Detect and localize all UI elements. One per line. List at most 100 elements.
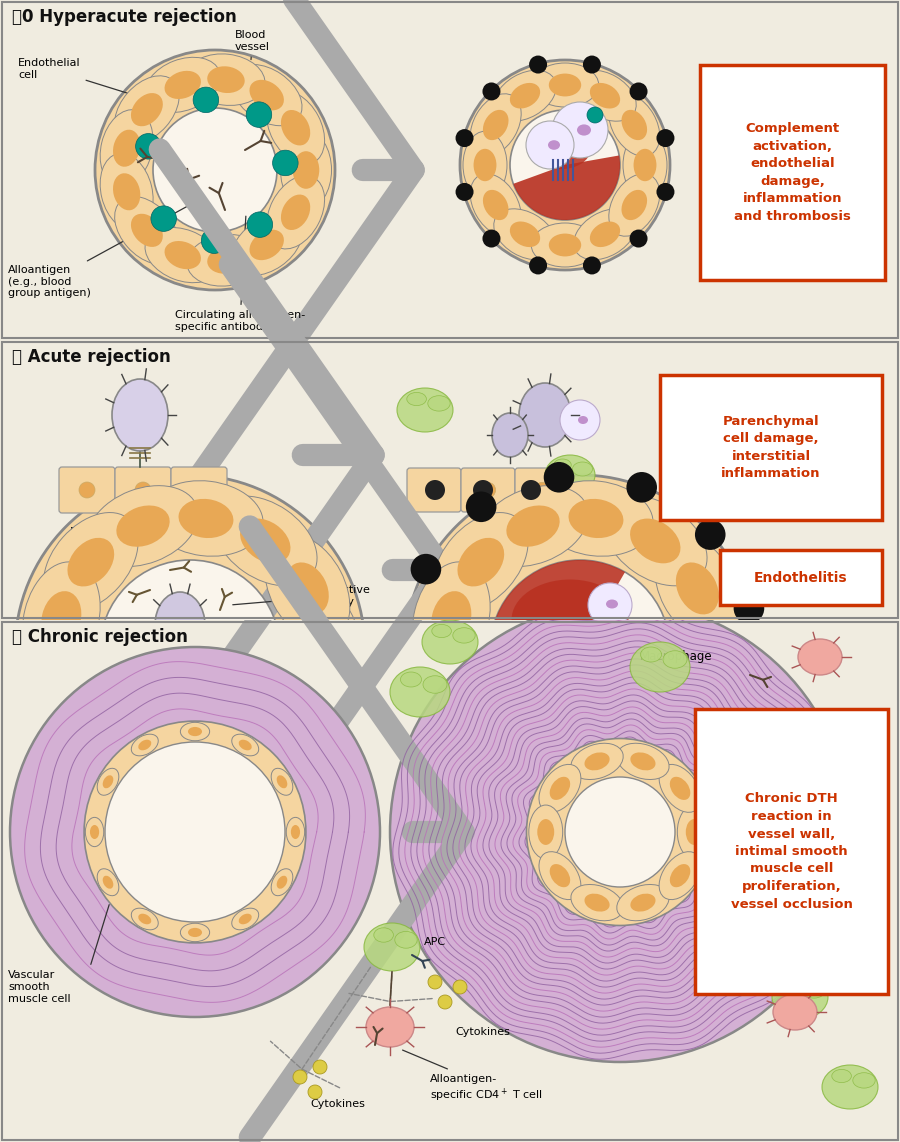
Ellipse shape (531, 223, 598, 267)
FancyBboxPatch shape (407, 468, 461, 512)
Text: APC: APC (424, 936, 446, 947)
Circle shape (482, 82, 500, 100)
FancyBboxPatch shape (115, 467, 171, 513)
Ellipse shape (550, 777, 571, 799)
Ellipse shape (457, 714, 504, 762)
Ellipse shape (622, 110, 647, 140)
Circle shape (656, 129, 674, 147)
FancyBboxPatch shape (720, 550, 882, 605)
Text: Endothelitis: Endothelitis (754, 571, 848, 585)
Ellipse shape (364, 923, 420, 971)
Ellipse shape (655, 658, 740, 765)
Ellipse shape (782, 980, 801, 992)
Ellipse shape (281, 131, 331, 209)
Ellipse shape (539, 852, 580, 900)
Circle shape (695, 750, 725, 781)
Circle shape (194, 87, 219, 113)
Ellipse shape (271, 869, 292, 895)
Ellipse shape (574, 209, 636, 259)
Ellipse shape (537, 819, 554, 845)
Circle shape (695, 520, 725, 550)
Circle shape (481, 482, 496, 498)
Circle shape (583, 257, 601, 274)
Ellipse shape (271, 769, 292, 795)
Circle shape (482, 230, 500, 248)
Ellipse shape (265, 534, 350, 642)
Ellipse shape (772, 975, 828, 1019)
Ellipse shape (286, 562, 328, 614)
Ellipse shape (97, 869, 119, 895)
Ellipse shape (798, 640, 842, 675)
Ellipse shape (622, 190, 647, 220)
Ellipse shape (608, 174, 660, 236)
Circle shape (427, 482, 442, 498)
Ellipse shape (366, 1007, 414, 1047)
Ellipse shape (676, 562, 719, 614)
Ellipse shape (291, 825, 300, 839)
FancyBboxPatch shape (171, 467, 227, 513)
Ellipse shape (207, 247, 245, 274)
Ellipse shape (397, 388, 453, 432)
Circle shape (473, 480, 493, 500)
Ellipse shape (630, 518, 680, 563)
Ellipse shape (630, 894, 655, 911)
Circle shape (466, 491, 497, 522)
Ellipse shape (616, 743, 669, 780)
Text: Alloantigen-
specific CD4$^+$ T cell: Alloantigen- specific CD4$^+$ T cell (430, 1073, 543, 1103)
Ellipse shape (670, 777, 690, 799)
Ellipse shape (545, 455, 595, 494)
Ellipse shape (139, 740, 151, 750)
Ellipse shape (578, 416, 588, 424)
Ellipse shape (539, 764, 580, 812)
Ellipse shape (303, 622, 342, 677)
Ellipse shape (130, 214, 163, 247)
Ellipse shape (249, 230, 284, 260)
Ellipse shape (187, 234, 265, 287)
Ellipse shape (431, 592, 472, 645)
Ellipse shape (292, 151, 320, 188)
Ellipse shape (457, 538, 504, 587)
Ellipse shape (531, 63, 598, 107)
Circle shape (629, 230, 647, 248)
Ellipse shape (678, 805, 711, 859)
Ellipse shape (187, 54, 265, 105)
Ellipse shape (428, 395, 450, 411)
Ellipse shape (473, 148, 497, 182)
Text: ⑃ Chronic rejection: ⑃ Chronic rejection (12, 628, 188, 646)
Ellipse shape (608, 94, 660, 156)
Ellipse shape (670, 864, 690, 887)
Text: Parenchymal cells: Parenchymal cells (69, 526, 170, 537)
Circle shape (587, 107, 603, 123)
Wedge shape (513, 155, 620, 220)
Circle shape (293, 1070, 307, 1084)
Ellipse shape (509, 222, 540, 247)
Text: Chronic DTH
reaction in
vessel wall,
intimal smooth
muscle cell
proliferation,
v: Chronic DTH reaction in vessel wall, int… (731, 793, 852, 910)
Ellipse shape (478, 485, 589, 566)
Circle shape (455, 183, 473, 201)
Circle shape (460, 61, 670, 270)
Ellipse shape (100, 110, 153, 187)
Ellipse shape (604, 496, 707, 586)
Circle shape (15, 475, 365, 825)
Ellipse shape (676, 685, 719, 738)
Ellipse shape (675, 593, 750, 707)
Circle shape (410, 716, 441, 746)
Ellipse shape (507, 754, 560, 795)
Ellipse shape (584, 753, 609, 771)
Ellipse shape (659, 852, 701, 900)
Ellipse shape (453, 628, 475, 643)
Circle shape (105, 742, 285, 922)
Ellipse shape (265, 658, 350, 765)
Ellipse shape (616, 885, 669, 920)
Ellipse shape (519, 383, 571, 447)
Ellipse shape (231, 734, 258, 756)
Ellipse shape (494, 71, 556, 121)
Ellipse shape (511, 579, 628, 660)
Ellipse shape (231, 215, 302, 275)
Ellipse shape (471, 174, 521, 236)
Ellipse shape (266, 176, 325, 249)
Ellipse shape (571, 743, 623, 780)
Ellipse shape (463, 131, 507, 199)
Ellipse shape (188, 927, 202, 938)
Circle shape (151, 206, 176, 232)
